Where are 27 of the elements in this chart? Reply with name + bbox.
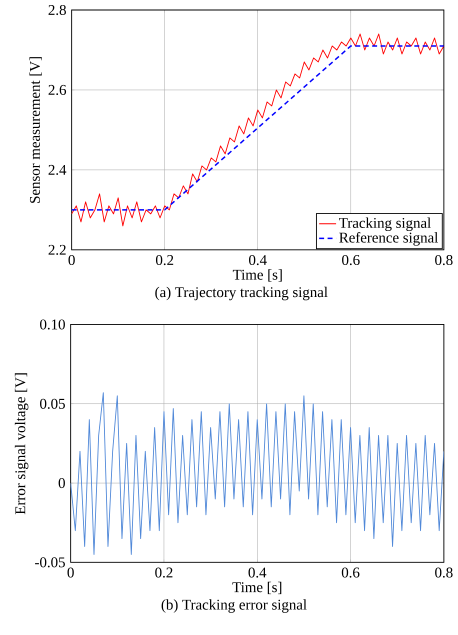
y-tick-label: 2.2 [48, 244, 66, 255]
y-tick-label: 2.4 [48, 164, 66, 175]
x-tick-label: 0.4 [248, 568, 266, 578]
y-tick-label: 0.05 [40, 398, 65, 409]
x-tick-label: 0.4 [248, 255, 267, 266]
y-tick-label: 0 [58, 478, 65, 488]
y-tick-label: 2.8 [48, 4, 66, 16]
x-tick-label: 0 [67, 568, 74, 578]
line-series [70, 392, 444, 555]
legend-label: Tracking signal [339, 217, 431, 231]
x-tick-label: 0.2 [155, 568, 172, 578]
x-tick-label: 0 [68, 255, 75, 266]
x-axis-title: Time [s] [232, 582, 282, 594]
x-axis-title: Time [s] [232, 269, 282, 282]
x-tick-label: 0.8 [435, 568, 453, 578]
y-tick-label: 0.10 [40, 319, 65, 330]
y-tick-label: 2.6 [48, 84, 66, 95]
x-tick-label: 0.6 [342, 568, 360, 578]
y-axis-title: Sensor measurement [V] [29, 57, 42, 203]
legend-label: Reference signal [339, 232, 438, 246]
y-axis-title: Error signal voltage [V] [14, 373, 28, 514]
y-tick-label: -0.05 [35, 557, 65, 568]
text: (a) Trajectory tracking signal [155, 286, 328, 300]
x-tick-label: 0.6 [342, 255, 360, 266]
x-tick-label: 0.8 [435, 255, 453, 266]
text: (b) Tracking error signal [162, 599, 307, 613]
x-tick-label: 0.2 [156, 255, 174, 266]
